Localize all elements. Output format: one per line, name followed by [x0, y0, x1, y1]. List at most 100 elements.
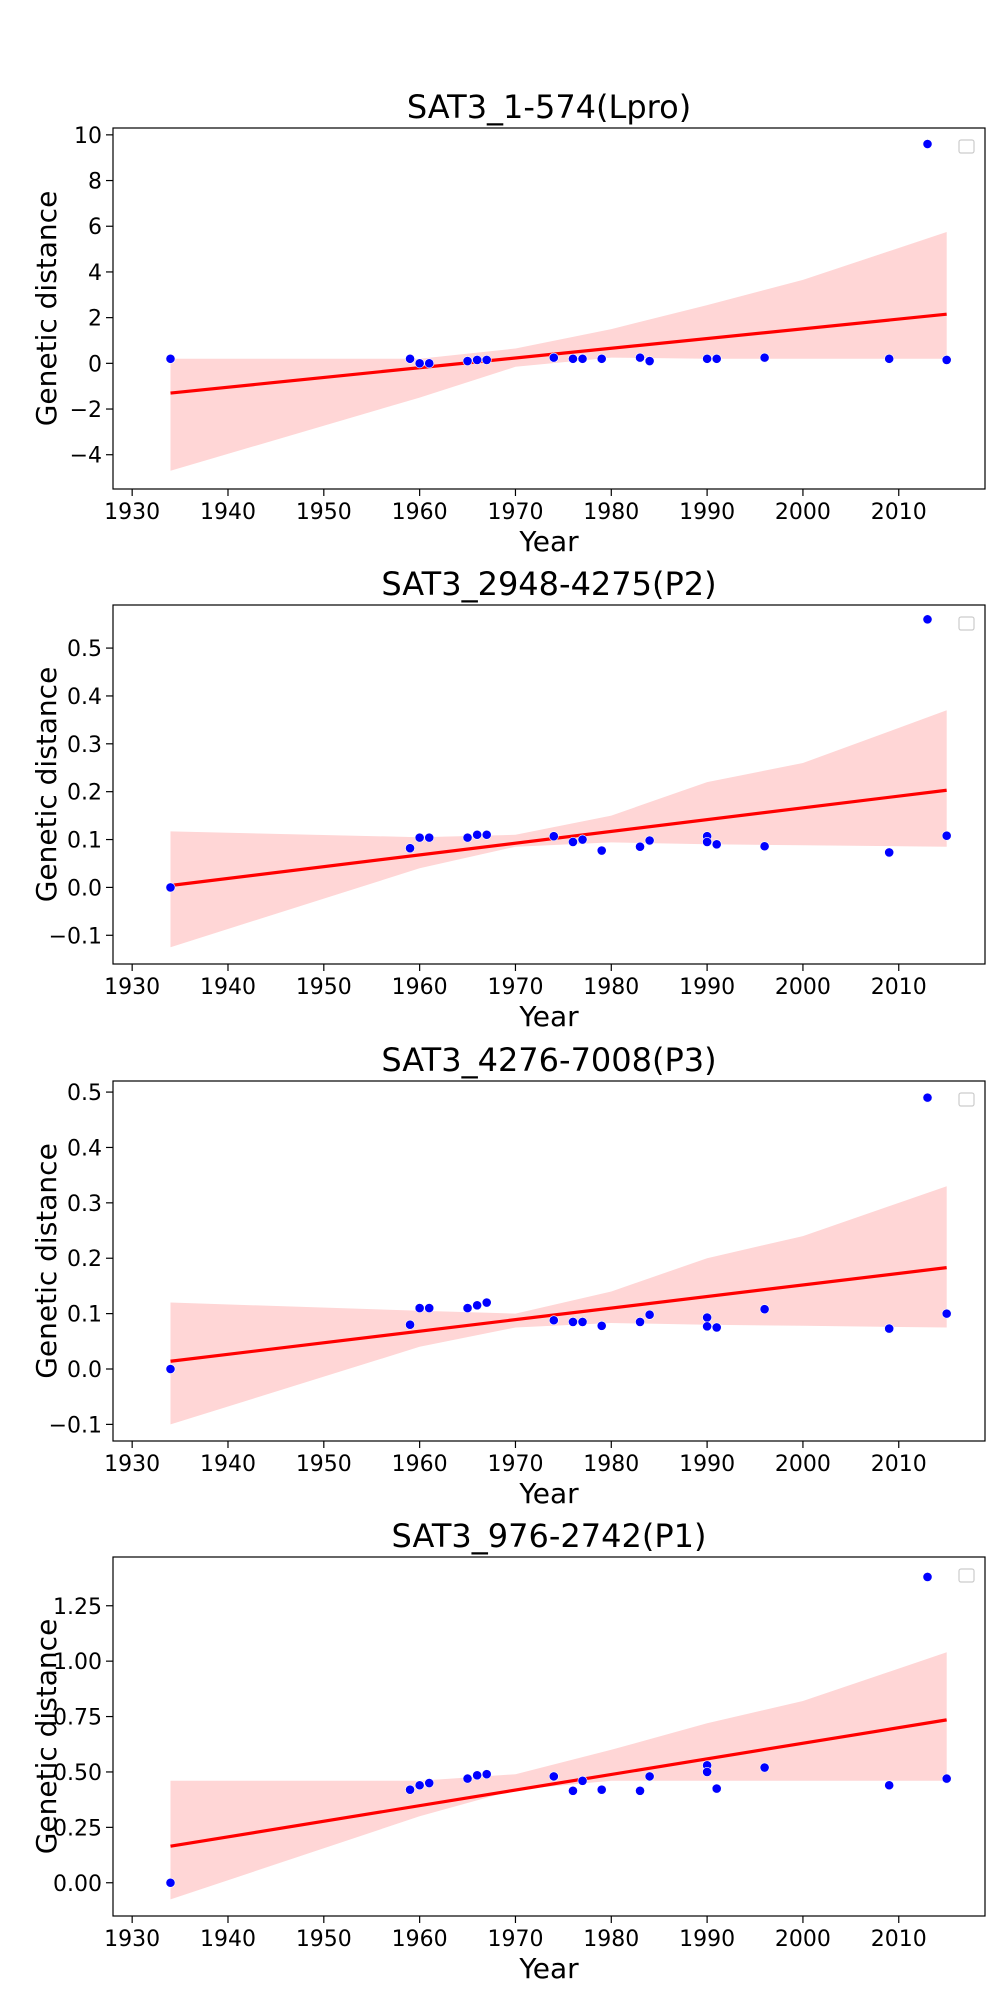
x-tick-label: 2010	[871, 975, 927, 1000]
data-point	[596, 1320, 607, 1331]
x-tick-label: 2000	[775, 1927, 831, 1952]
x-tick-label: 2000	[775, 500, 831, 525]
data-point	[941, 830, 952, 841]
y-tick-label: −0.1	[49, 1413, 102, 1438]
data-point	[577, 353, 588, 364]
confidence-band	[170, 232, 947, 471]
data-point	[577, 834, 588, 845]
data-point	[165, 353, 176, 364]
y-tick-label: 0.2	[67, 781, 102, 806]
data-point	[884, 1780, 895, 1791]
x-tick-label: 1970	[487, 975, 543, 1000]
data-point	[711, 353, 722, 364]
regression-line	[170, 788, 947, 888]
data-point	[702, 1321, 713, 1332]
data-point	[414, 832, 425, 843]
data-point	[472, 1770, 483, 1781]
chart-title: SAT3_976-2742(P1)	[392, 1517, 707, 1555]
x-tick-label: 1930	[104, 1452, 160, 1477]
y-tick-label: 4	[88, 261, 102, 286]
x-tick-label: 1990	[679, 975, 735, 1000]
panels: 1930 1940 1950 1960 1970 1980 1990 2000 2010−4−2…	[30, 88, 986, 1985]
legend-box	[958, 1568, 975, 1583]
data-point	[759, 352, 770, 363]
x-axis-label: Year	[518, 1000, 579, 1033]
x-tick-label: 1960	[392, 1927, 448, 1952]
x-tick-label: 1970	[487, 500, 543, 525]
x-tick-label: 1980	[583, 500, 639, 525]
data-point	[635, 1785, 645, 1796]
data-point	[702, 837, 713, 847]
x-tick-label: 1960	[392, 1452, 448, 1477]
x-tick-label: 1950	[296, 500, 352, 525]
x-tick-label: 2010	[871, 500, 927, 525]
y-tick-label: 0.1	[67, 829, 102, 854]
confidence-band	[170, 1186, 947, 1425]
data-point	[481, 829, 492, 840]
data-point	[568, 1317, 578, 1327]
data-point	[481, 355, 492, 365]
data-point	[568, 353, 578, 364]
data-point	[759, 1762, 770, 1773]
data-point	[635, 1317, 645, 1327]
data-point	[414, 1780, 425, 1791]
data-point	[596, 845, 607, 856]
data-point	[424, 1778, 435, 1788]
y-axis-label: Genetic distance	[30, 1619, 63, 1855]
data-point	[644, 835, 655, 846]
legend-box	[958, 1092, 975, 1107]
regression-line	[170, 1718, 947, 1848]
data-point	[941, 355, 952, 365]
data-point	[635, 352, 645, 363]
y-tick-label: −0.1	[49, 924, 102, 949]
x-tick-label: 2010	[871, 1927, 927, 1952]
data-point	[884, 353, 895, 364]
regression-line	[170, 1266, 947, 1363]
y-tick-label: 0.25	[53, 1816, 102, 1841]
y-tick-label: −4	[70, 444, 102, 469]
y-axis-label: Genetic distance	[30, 1143, 63, 1379]
regression-line	[170, 312, 947, 395]
data-point	[711, 1783, 722, 1794]
x-tick-label: 1940	[200, 500, 256, 525]
chart-title: SAT3_2948-4275(P2)	[381, 565, 716, 603]
y-tick-label: 0.5	[67, 1081, 102, 1106]
data-point	[548, 352, 559, 363]
data-point	[596, 353, 607, 364]
confidence-band	[170, 710, 947, 948]
chart-title: SAT3_1-574(Lpro)	[407, 88, 691, 126]
data-point	[548, 1315, 559, 1326]
x-tick-label: 1930	[104, 975, 160, 1000]
chart-panel-4: 1930 1940 1950 1960 1970 1980 1990 2000 2010 0.00…	[30, 1517, 986, 1985]
data-point	[405, 1784, 415, 1795]
x-tick-label: 1950	[296, 975, 352, 1000]
data-point	[462, 356, 473, 366]
data-point	[644, 1771, 655, 1782]
data-point	[644, 356, 655, 366]
data-point	[462, 1303, 473, 1313]
y-tick-label: 2	[88, 307, 102, 332]
data-point	[165, 882, 176, 893]
data-point	[577, 1775, 588, 1786]
y-tick-label: 0.5	[67, 637, 102, 662]
x-axis-label: Year	[518, 1477, 579, 1510]
y-tick-label: 0.2	[67, 1247, 102, 1272]
y-tick-label: 0.4	[67, 685, 102, 710]
y-tick-label: 8	[88, 170, 102, 195]
y-tick-label: 0.3	[67, 1192, 102, 1217]
x-tick-label: 1950	[296, 1452, 352, 1477]
x-axis-label: Year	[518, 1952, 579, 1985]
x-tick-label: 1930	[104, 500, 160, 525]
data-point	[462, 832, 473, 843]
x-tick-label: 2000	[775, 975, 831, 1000]
data-point	[644, 1309, 655, 1320]
chart-panel-1: 1930 1940 1950 1960 1970 1980 1990 2000 2010−4−2…	[30, 88, 986, 558]
chart-title: SAT3_4276-7008(P3)	[381, 1041, 716, 1079]
plot-frame	[112, 1080, 986, 1442]
y-tick-label: 0.0	[67, 876, 102, 901]
data-point	[884, 847, 895, 858]
chart-panel-3: 1930 1940 1950 1960 1970 1980 1990 2000 2010 −0.1…	[30, 1041, 986, 1510]
y-tick-label: 0.3	[67, 733, 102, 758]
data-point	[568, 837, 578, 847]
